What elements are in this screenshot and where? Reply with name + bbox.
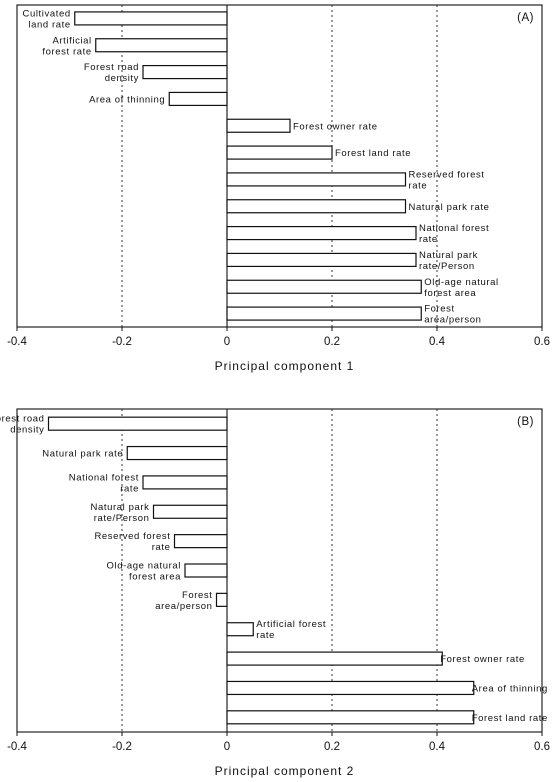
x-tick-label: 0.4 <box>429 336 446 348</box>
bar-artificial-forest-rate <box>95 38 228 53</box>
bar-label: Artificial forest rate <box>42 35 91 57</box>
bar-label: Old-age natural forest area <box>424 277 498 299</box>
bar-label: National forest rate <box>419 223 489 245</box>
bar-area-of-thinning <box>226 680 475 696</box>
bar-forest-road-density <box>47 416 228 431</box>
chart-panel-a: -0.4 -0.2 0 0.2 0.4 0.6 Principal component 1 (… <box>7 4 550 373</box>
x-tick-label: 0.2 <box>324 336 340 348</box>
bar-old-age-natural-forest-area <box>184 563 228 578</box>
bar-label: Cultivated land rate <box>23 8 71 30</box>
x-axis-title: Principal component 1 <box>215 359 355 373</box>
bar-label: Forest area/person <box>424 304 481 326</box>
x-tick-label: -0.2 <box>112 336 132 348</box>
bar-label: Forest land rate <box>472 713 548 724</box>
x-tick-label: 0.6 <box>534 336 550 348</box>
bar-forest-owner-rate <box>226 651 443 666</box>
bar-label: Forest owner rate <box>440 654 525 665</box>
bar-natural-park-rate <box>126 445 228 461</box>
bar-reserved-forest-rate <box>173 534 228 549</box>
bar-forest-land-rate <box>226 710 475 725</box>
bar-forest-owner-rate <box>226 118 291 133</box>
bar-forest-land-rate <box>226 145 333 160</box>
bar-label: Reserved forest rate <box>409 169 485 191</box>
bar-area-of-thinning <box>168 91 228 107</box>
bar-label: Forest owner rate <box>293 121 378 132</box>
bar-forest-road-density <box>142 64 228 80</box>
bar-national-forest-rate <box>142 475 228 490</box>
x-tick-label: 0.6 <box>534 741 550 753</box>
bar-natural-park-rate-person <box>152 504 228 519</box>
x-tick-label: 0.4 <box>429 741 446 753</box>
bar-reserved-forest-rate <box>226 172 407 187</box>
bar-label: Forest area/person <box>155 590 212 612</box>
bar-label: Natural park rate/Person <box>91 502 150 524</box>
panel-label: (B) <box>517 416 534 428</box>
bar-label: Natural park rate <box>409 202 490 213</box>
bar-label: National forest rate <box>69 472 139 494</box>
bar-artificial-forest-rate <box>226 622 254 637</box>
bar-label: Old-age natural forest area <box>107 561 182 583</box>
x-axis-title: Principal component 2 <box>215 764 355 778</box>
bar-national-forest-rate <box>226 225 417 241</box>
bar-label: Area of thinning <box>472 683 548 694</box>
x-tick-label: -0.4 <box>7 741 27 753</box>
panel-label: (A) <box>517 12 534 24</box>
plot-frame <box>16 4 543 328</box>
bar-forest-area-person <box>226 306 422 321</box>
bar-label: Forest land rate <box>335 148 411 159</box>
bar-label: Natural park rate <box>42 449 123 460</box>
bar-label: Natural park rate/Person <box>419 250 478 272</box>
x-tick-label: -0.2 <box>112 741 132 753</box>
bar-natural-park-rate-person <box>226 252 417 268</box>
chart-panel-b: -0.4 -0.2 0 0.2 0.4 0.6 Principal component 2 (… <box>0 408 550 778</box>
x-tick-label: 0 <box>224 741 230 753</box>
bar-label: Area of thinning <box>89 94 165 105</box>
bar-natural-park-rate <box>226 199 407 214</box>
bar-old-age-natural-forest-area <box>226 279 422 294</box>
bar-cultivated-land-rate <box>74 11 228 26</box>
x-tick-label: -0.4 <box>7 336 27 348</box>
bar-forest-area-person <box>215 592 228 607</box>
plot-frame <box>16 408 543 733</box>
x-tick-label: 0 <box>224 336 230 348</box>
x-tick-label: 0.2 <box>324 741 340 753</box>
bar-label: Reserved forest rate <box>94 531 170 553</box>
bar-label: Artificial forest rate <box>256 619 326 641</box>
